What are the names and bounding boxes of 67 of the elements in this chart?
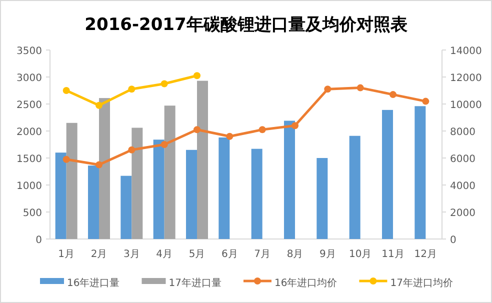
y-tick-label: 3000	[16, 73, 42, 84]
x-tick-label: 9月	[319, 249, 336, 260]
x-tick-label: 1月	[58, 249, 75, 260]
bar	[164, 106, 176, 239]
bar	[284, 120, 295, 239]
point	[160, 80, 168, 88]
bar	[88, 166, 99, 239]
bar	[349, 136, 360, 239]
point	[292, 122, 298, 130]
point	[194, 126, 200, 134]
bar	[55, 152, 66, 239]
x-tick-label: 6月	[221, 249, 238, 260]
x-tick-label: 2月	[90, 249, 108, 260]
y-tick-label: 1500	[16, 154, 42, 165]
y-tick-label: 0	[36, 235, 42, 246]
point	[356, 84, 364, 92]
x-tick-label: 5月	[188, 249, 206, 260]
point	[226, 132, 234, 140]
point	[62, 87, 70, 94]
x-tick-label: 12月	[414, 249, 438, 260]
bar	[316, 158, 328, 239]
bar	[218, 137, 230, 239]
legend-label: 17年进口均价	[390, 277, 453, 289]
y2-tick-label: 10000	[450, 100, 482, 111]
y-tick-label: 500	[22, 208, 42, 219]
point	[324, 86, 332, 93]
point	[96, 161, 102, 168]
y2-tick-label: 4000	[450, 181, 476, 192]
bar	[153, 140, 164, 239]
point	[128, 146, 136, 154]
y2-tick-label: 8000	[450, 127, 476, 138]
bar	[186, 150, 197, 239]
bar	[251, 148, 262, 239]
point	[160, 141, 168, 148]
bar	[120, 176, 132, 239]
y-tick-label: 2500	[16, 100, 42, 111]
y-tick-label: 2000	[16, 127, 42, 138]
y2-tick-label: 12000	[450, 73, 482, 84]
x-tick-label: 8月	[286, 249, 304, 260]
bar	[382, 110, 393, 239]
x-tick-label: 11月	[382, 249, 404, 260]
x-tick-label: 10月	[348, 249, 372, 260]
y-tick-label: 3500	[16, 46, 42, 57]
point	[62, 156, 70, 163]
point	[128, 86, 136, 93]
legend-label: 17年进口量	[168, 277, 222, 289]
bar	[197, 80, 208, 239]
point	[422, 98, 430, 105]
point	[96, 102, 102, 109]
y2-tick-label: 2000	[450, 208, 476, 219]
x-tick-label: 3月	[123, 249, 140, 260]
y2-tick-label: 6000	[450, 154, 476, 165]
legend-label: 16年进口量	[67, 277, 120, 289]
point	[194, 72, 200, 80]
legend-label: 16年进口均价	[274, 277, 338, 289]
x-tick-label: 4月	[156, 249, 173, 260]
chart-title: 2016-2017年碳酸锂进口量及均价对照表	[84, 15, 408, 35]
bar	[414, 106, 426, 239]
y-tick-label: 1000	[16, 181, 42, 192]
bar	[99, 98, 110, 239]
y2-tick-label: 14000	[450, 46, 482, 57]
bar	[66, 122, 78, 239]
x-tick-label: 7月	[254, 249, 271, 260]
point	[390, 91, 396, 98]
y2-tick-label: 0	[450, 235, 456, 246]
bar	[132, 128, 143, 239]
point	[258, 126, 266, 134]
